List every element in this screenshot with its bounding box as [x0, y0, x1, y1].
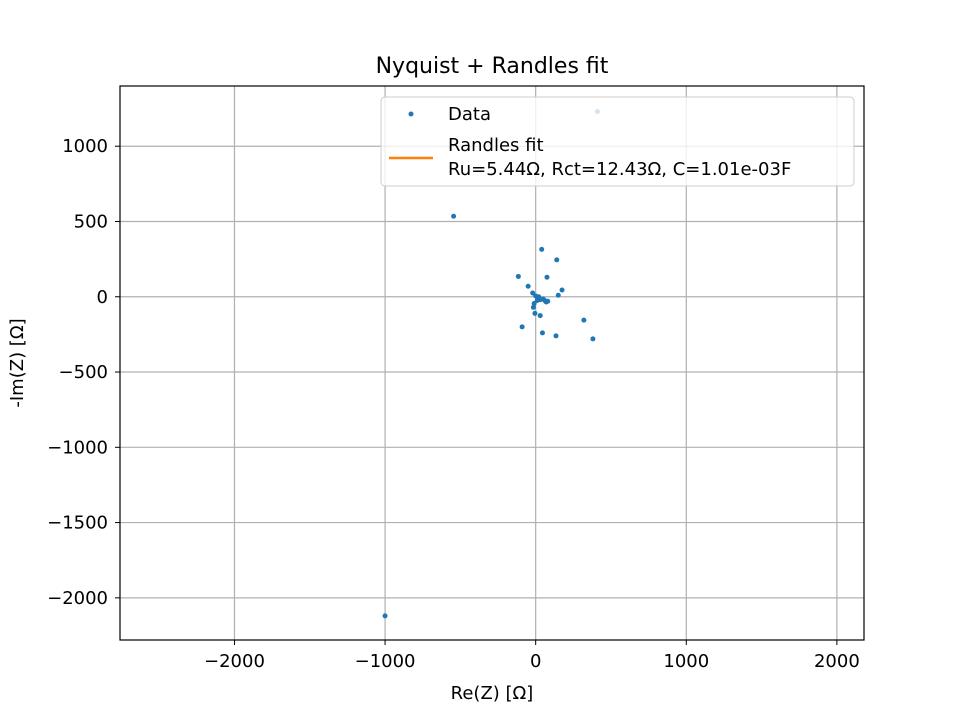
legend-label-fit-name: Randles fit	[448, 135, 544, 156]
data-point	[532, 310, 538, 316]
legend-label-data: Data	[448, 104, 491, 125]
data-point	[590, 336, 596, 342]
y-tick-label: −500	[59, 362, 108, 383]
data-point	[545, 298, 551, 304]
data-point	[451, 213, 457, 219]
y-tick-label: −1500	[47, 513, 108, 534]
data-point	[554, 257, 560, 263]
plot-frame	[119, 85, 865, 641]
data-point	[544, 274, 550, 280]
y-tick-label: 500	[74, 211, 108, 232]
x-tick-label: 2000	[814, 651, 860, 672]
data-point	[537, 297, 543, 303]
data-point	[531, 301, 537, 307]
legend-box	[380, 96, 855, 187]
data-point	[553, 333, 559, 339]
data-point	[519, 324, 525, 330]
x-axis-ticks: −2000 −1000 0 1000 2000	[204, 640, 860, 672]
y-axis-label: -Im(Z) [Ω]	[7, 318, 28, 407]
y-tick-label: 0	[97, 287, 108, 308]
data-point	[382, 613, 388, 619]
y-tick-label: −1000	[47, 437, 108, 458]
data-point	[539, 330, 545, 336]
data-point	[515, 273, 521, 279]
data-point	[537, 313, 543, 319]
x-tick-label: 0	[530, 651, 541, 672]
x-tick-label: 1000	[663, 651, 709, 672]
legend-data-marker	[408, 111, 414, 117]
x-tick-label: −2000	[204, 651, 265, 672]
x-axis-label: Re(Z) [Ω]	[451, 683, 534, 704]
chart-title: Nyquist + Randles fit	[376, 54, 609, 79]
data-point	[581, 317, 587, 323]
data-point	[539, 246, 545, 252]
y-axis-ticks: −2000 −1500 −1000 −500 0 500 1000	[47, 136, 120, 609]
y-tick-label: 1000	[62, 136, 108, 157]
data-point	[559, 287, 565, 293]
legend-label-fit-params: Ru=5.44Ω, Rct=12.43Ω, C=1.01e-03F	[448, 159, 791, 180]
legend: Data Randles fit Ru=5.44Ω, Rct=12.43Ω, C…	[380, 96, 855, 187]
data-point	[555, 292, 561, 298]
y-tick-label: −2000	[47, 588, 108, 609]
data-point	[530, 304, 536, 310]
x-tick-label: −1000	[355, 651, 416, 672]
data-point	[525, 283, 531, 289]
